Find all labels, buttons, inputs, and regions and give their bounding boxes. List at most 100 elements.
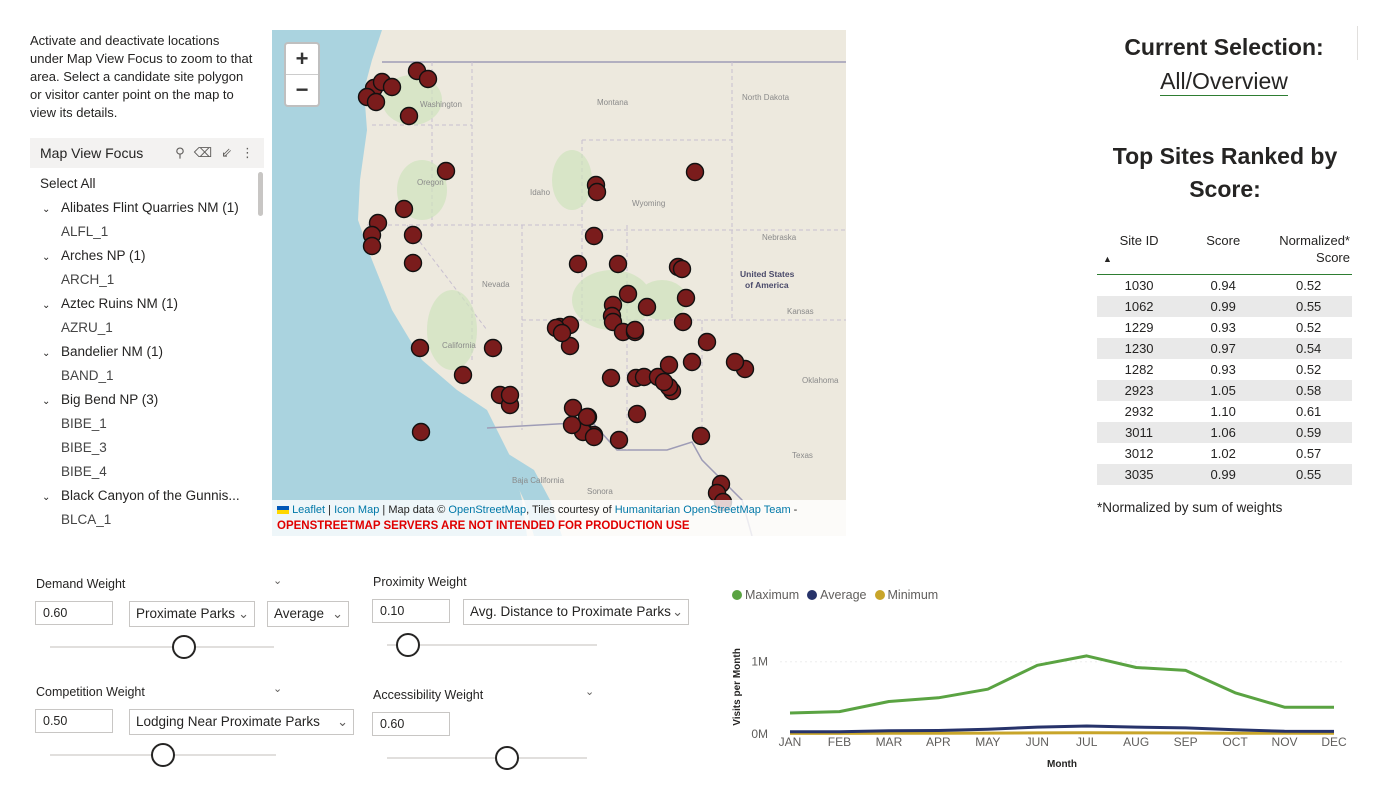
chevron-down-icon[interactable]: ⌄ (42, 204, 51, 215)
hot-link[interactable]: Humanitarian OpenStreetMap Team (614, 504, 791, 516)
site-marker[interactable] (568, 254, 588, 274)
site-marker[interactable] (682, 352, 702, 372)
site-markers[interactable] (357, 61, 755, 512)
accessibility-weight-input[interactable]: 0.60 (372, 712, 450, 736)
icon-map-link[interactable]: Icon Map (334, 504, 380, 516)
site-marker[interactable] (500, 385, 520, 405)
site-marker[interactable] (697, 332, 717, 352)
column-header-score[interactable]: Score (1181, 230, 1265, 275)
site-marker[interactable] (394, 199, 414, 219)
site-marker[interactable] (654, 372, 674, 392)
site-marker[interactable] (725, 352, 745, 372)
site-marker[interactable] (453, 365, 473, 385)
site-marker[interactable] (584, 427, 604, 447)
site-marker[interactable] (562, 415, 582, 435)
demand-metric-dropdown[interactable]: Proximate Parks ⌄ (129, 601, 255, 627)
sort-ascending-icon[interactable]: ▲ (1103, 254, 1112, 264)
site-marker[interactable] (676, 288, 696, 308)
chevron-down-icon[interactable]: ⌄ (42, 396, 51, 407)
chevron-down-icon[interactable]: ⌄ (273, 575, 283, 587)
series-line-average[interactable] (789, 724, 1335, 734)
osm-link[interactable]: OpenStreetMap (448, 504, 527, 516)
slicer-item[interactable]: BIBE_1 (61, 416, 107, 431)
search-icon[interactable]: ⚲ (175, 145, 185, 160)
demand-aggregation-dropdown[interactable]: Average ⌄ (267, 601, 349, 627)
leaflet-link[interactable]: Leaflet (292, 504, 326, 516)
site-marker[interactable] (601, 368, 621, 388)
site-marker[interactable] (411, 422, 431, 442)
zoom-out-button[interactable]: − (295, 77, 309, 102)
slicer-group[interactable]: ⌄ Black Canyon of the Gunnis... (30, 484, 264, 508)
table-row[interactable]: 3012 1.02 0.57 (1097, 443, 1352, 464)
competition-weight-input[interactable]: 0.50 (35, 709, 113, 733)
slicer-group[interactable]: ⌄ Arches NP (1) (30, 244, 264, 268)
site-marker[interactable] (609, 430, 629, 450)
chevron-down-icon[interactable]: ⌄ (42, 252, 51, 263)
site-marker[interactable] (637, 297, 657, 317)
slicer-item[interactable]: BIBE_3 (61, 440, 107, 455)
site-marker[interactable] (483, 338, 503, 358)
slicer-group[interactable]: ⌄ Big Bend NP (3) (30, 388, 264, 412)
chevron-down-icon[interactable]: ⌄ (585, 686, 595, 698)
slicer-group[interactable]: ⌄ Bandelier NM (1) (30, 340, 264, 364)
competition-metric-dropdown[interactable]: Lodging Near Proximate Parks ⌄ (129, 709, 354, 735)
column-header-site-id[interactable]: Site ID ▲ (1097, 230, 1181, 275)
eraser-icon[interactable]: ⌫ (193, 145, 213, 160)
site-marker[interactable] (552, 323, 572, 343)
demand-slider-thumb[interactable] (172, 635, 197, 659)
more-options-icon[interactable]: ⋮ (241, 145, 254, 160)
slicer-group[interactable]: ⌄ Alibates Flint Quarries NM (1) (30, 196, 264, 220)
site-marker[interactable] (403, 225, 423, 245)
site-marker[interactable] (673, 312, 693, 332)
slicer-item[interactable]: BLCA_1 (61, 512, 112, 527)
site-marker[interactable] (608, 254, 628, 274)
legend-item[interactable]: Maximum (732, 588, 799, 602)
site-marker[interactable] (627, 404, 647, 424)
proximity-metric-dropdown[interactable]: Avg. Distance to Proximate Parks ⌄ (463, 599, 689, 625)
site-marker[interactable] (659, 355, 679, 375)
site-marker[interactable] (672, 259, 692, 279)
table-row[interactable]: 1230 0.97 0.54 (1097, 338, 1352, 359)
slicer-item[interactable]: ALFL_1 (61, 224, 109, 239)
chevron-down-icon[interactable]: ⌄ (42, 300, 51, 311)
site-marker[interactable] (577, 407, 597, 427)
slicer-group[interactable]: ⌄ Aztec Ruins NM (1) (30, 292, 264, 316)
site-marker[interactable] (399, 106, 419, 126)
chevron-down-icon[interactable]: ⌄ (273, 683, 283, 695)
column-header-normalized[interactable]: Normalized* Score (1265, 230, 1352, 275)
slicer-item[interactable]: BIBE_4 (61, 464, 107, 479)
site-marker[interactable] (366, 92, 386, 112)
site-marker[interactable] (691, 426, 711, 446)
series-line-minimum[interactable] (790, 731, 1334, 735)
competition-slider-thumb[interactable] (151, 743, 175, 767)
proximity-slider-track[interactable] (387, 644, 597, 646)
legend-item[interactable]: Average (807, 588, 867, 602)
site-map[interactable]: Washington Montana North Dakota Oregon I… (272, 30, 846, 536)
proximity-slider-thumb[interactable] (396, 633, 420, 657)
table-row[interactable]: 1229 0.93 0.52 (1097, 317, 1352, 338)
map-canvas[interactable]: Washington Montana North Dakota Oregon I… (272, 30, 846, 536)
demand-slider-track[interactable] (50, 646, 274, 648)
legend-item[interactable]: Minimum (874, 588, 938, 602)
site-marker[interactable] (618, 284, 638, 304)
zoom-in-button[interactable]: + (286, 44, 318, 75)
table-row[interactable]: 1282 0.93 0.52 (1097, 359, 1352, 380)
site-marker[interactable] (362, 236, 382, 256)
proximity-weight-input[interactable]: 0.10 (372, 599, 450, 623)
site-marker[interactable] (410, 338, 430, 358)
site-marker[interactable] (382, 77, 402, 97)
accessibility-slider-thumb[interactable] (495, 746, 519, 770)
collapse-icon[interactable]: ⇙ (221, 145, 232, 160)
select-all-item[interactable]: Select All (40, 176, 96, 191)
site-marker[interactable] (685, 162, 705, 182)
site-marker[interactable] (418, 69, 438, 89)
table-row[interactable]: 3035 0.99 0.55 (1097, 464, 1352, 485)
series-line-maximum[interactable] (789, 654, 1334, 715)
chevron-down-icon[interactable]: ⌄ (42, 348, 51, 359)
accessibility-slider-track[interactable] (387, 757, 587, 759)
table-row[interactable]: 1062 0.99 0.55 (1097, 296, 1352, 317)
chevron-down-icon[interactable]: ⌄ (42, 492, 51, 503)
site-marker[interactable] (436, 161, 456, 181)
site-marker[interactable] (584, 226, 604, 246)
table-row[interactable]: 1030 0.94 0.52 (1097, 275, 1352, 297)
